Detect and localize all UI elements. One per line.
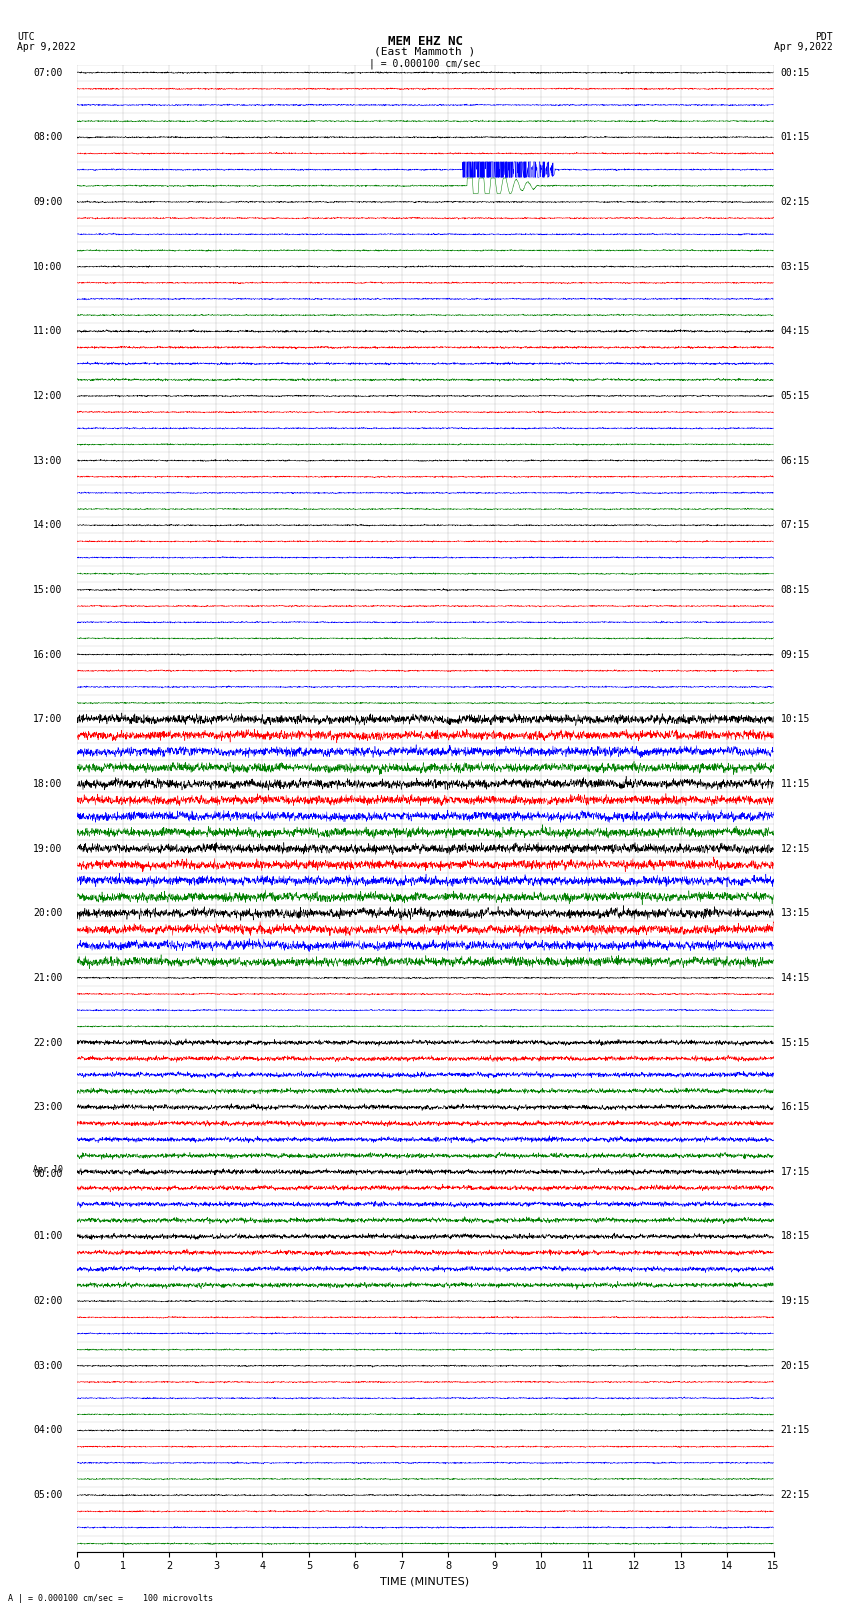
Text: 10:00: 10:00: [33, 261, 63, 271]
Text: A | = 0.000100 cm/sec =    100 microvolts: A | = 0.000100 cm/sec = 100 microvolts: [8, 1594, 213, 1603]
Text: 03:15: 03:15: [780, 261, 810, 271]
Text: 03:00: 03:00: [33, 1361, 63, 1371]
Text: MEM EHZ NC: MEM EHZ NC: [388, 35, 462, 48]
Text: 16:15: 16:15: [780, 1102, 810, 1113]
Text: 19:00: 19:00: [33, 844, 63, 853]
Text: 02:00: 02:00: [33, 1297, 63, 1307]
Text: 21:00: 21:00: [33, 973, 63, 982]
Text: 17:15: 17:15: [780, 1166, 810, 1177]
Text: 00:15: 00:15: [780, 68, 810, 77]
Text: 15:00: 15:00: [33, 586, 63, 595]
Text: 10:15: 10:15: [780, 715, 810, 724]
Text: 12:15: 12:15: [780, 844, 810, 853]
Text: 04:00: 04:00: [33, 1426, 63, 1436]
Text: 21:15: 21:15: [780, 1426, 810, 1436]
Text: 20:15: 20:15: [780, 1361, 810, 1371]
Text: 01:00: 01:00: [33, 1231, 63, 1242]
Text: 07:00: 07:00: [33, 68, 63, 77]
Text: 09:15: 09:15: [780, 650, 810, 660]
Text: PDT: PDT: [815, 32, 833, 42]
Text: 11:15: 11:15: [780, 779, 810, 789]
Text: 13:00: 13:00: [33, 455, 63, 466]
Text: 22:00: 22:00: [33, 1037, 63, 1047]
Text: 12:00: 12:00: [33, 390, 63, 402]
Text: 14:15: 14:15: [780, 973, 810, 982]
Text: 05:00: 05:00: [33, 1490, 63, 1500]
Text: (East Mammoth ): (East Mammoth ): [374, 47, 476, 56]
Text: 17:00: 17:00: [33, 715, 63, 724]
Text: 01:15: 01:15: [780, 132, 810, 142]
Text: 02:15: 02:15: [780, 197, 810, 206]
Text: 23:00: 23:00: [33, 1102, 63, 1113]
Text: 14:00: 14:00: [33, 521, 63, 531]
Text: 08:15: 08:15: [780, 586, 810, 595]
Text: 19:15: 19:15: [780, 1297, 810, 1307]
Text: 20:00: 20:00: [33, 908, 63, 918]
Text: 15:15: 15:15: [780, 1037, 810, 1047]
Text: Apr 10: Apr 10: [32, 1165, 63, 1174]
Text: 07:15: 07:15: [780, 521, 810, 531]
Text: 04:15: 04:15: [780, 326, 810, 336]
Text: Apr 9,2022: Apr 9,2022: [17, 42, 76, 52]
Text: UTC: UTC: [17, 32, 35, 42]
Text: 18:00: 18:00: [33, 779, 63, 789]
Text: 08:00: 08:00: [33, 132, 63, 142]
Text: 11:00: 11:00: [33, 326, 63, 336]
Text: | = 0.000100 cm/sec: | = 0.000100 cm/sec: [369, 58, 481, 69]
Text: Apr 9,2022: Apr 9,2022: [774, 42, 833, 52]
Text: 05:15: 05:15: [780, 390, 810, 402]
Text: 22:15: 22:15: [780, 1490, 810, 1500]
X-axis label: TIME (MINUTES): TIME (MINUTES): [381, 1578, 469, 1587]
Text: 00:00: 00:00: [33, 1169, 63, 1179]
Text: 06:15: 06:15: [780, 455, 810, 466]
Text: 18:15: 18:15: [780, 1231, 810, 1242]
Text: 13:15: 13:15: [780, 908, 810, 918]
Text: 16:00: 16:00: [33, 650, 63, 660]
Text: 09:00: 09:00: [33, 197, 63, 206]
